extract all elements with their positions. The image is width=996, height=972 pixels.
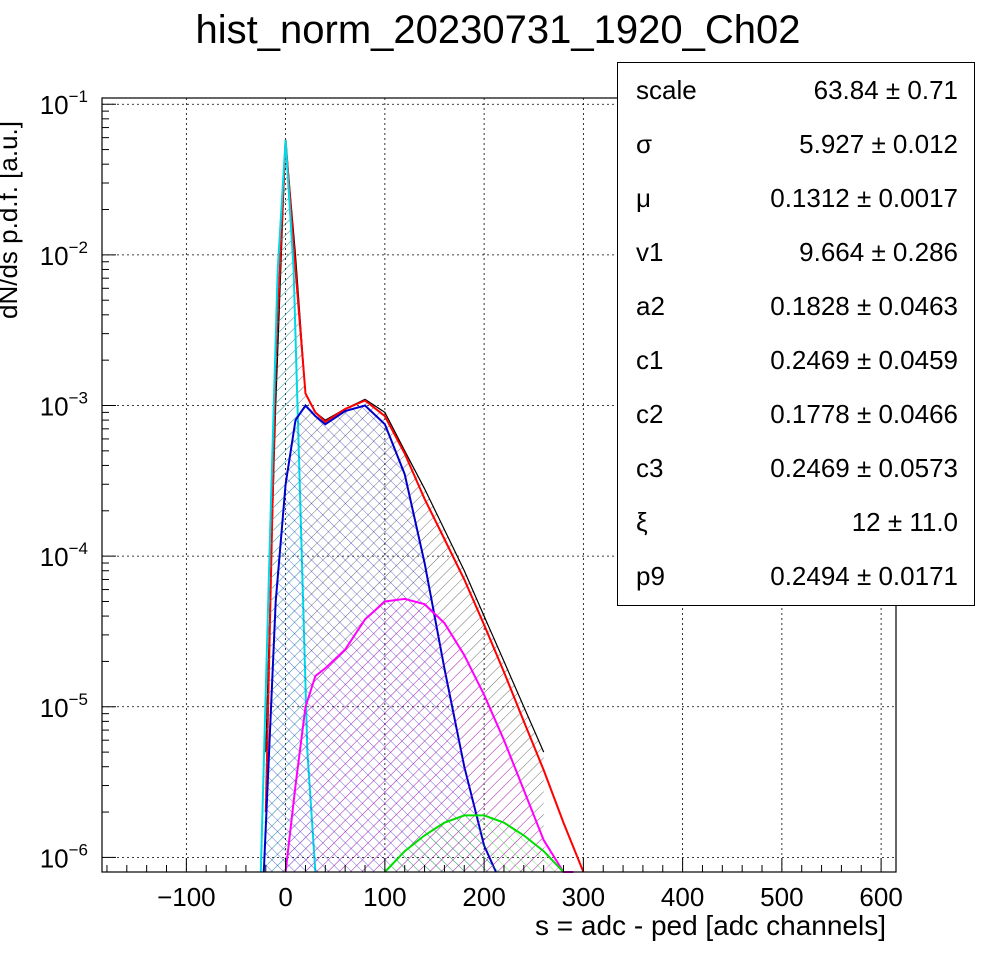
x-tick-label: 500 bbox=[760, 882, 803, 912]
stat-name: c3 bbox=[636, 453, 664, 483]
stat-value: 0.1312 ± 0.0017 bbox=[770, 183, 958, 213]
stat-row: μ 0.1312 ± 0.0017 bbox=[618, 171, 974, 225]
y-axis-label: dN/ds p.d.f. [a.u.] bbox=[0, 121, 23, 319]
series-fill bbox=[384, 815, 564, 872]
stat-name: v1 bbox=[636, 237, 664, 267]
stat-value: 9.664 ± 0.286 bbox=[799, 237, 958, 267]
stat-value: 63.84 ± 0.71 bbox=[813, 75, 958, 105]
x-tick-label: 300 bbox=[562, 882, 605, 912]
x-tick-label: −100 bbox=[157, 882, 216, 912]
series-line bbox=[284, 597, 574, 873]
stat-value: 5.927 ± 0.012 bbox=[799, 129, 958, 159]
stat-value: 12 ± 11.0 bbox=[851, 507, 958, 537]
y-tick-label: 10−1 bbox=[40, 87, 88, 120]
chart-title: hist_norm_20230731_1920_Ch02 bbox=[195, 8, 801, 52]
y-tick-label: 10−2 bbox=[40, 238, 88, 271]
x-tick-label: 600 bbox=[859, 882, 902, 912]
stat-value: 0.2469 ± 0.0573 bbox=[770, 453, 958, 483]
stat-name: scale bbox=[636, 75, 697, 105]
stat-name: c2 bbox=[636, 399, 664, 429]
stat-row: v1 9.664 ± 0.286 bbox=[618, 225, 974, 279]
stat-row: c1 0.2469 ± 0.0459 bbox=[618, 333, 974, 387]
stat-row: c3 0.2469 ± 0.0573 bbox=[618, 441, 974, 495]
stat-name: μ bbox=[636, 183, 651, 213]
stat-row: ξ 12 ± 11.0 bbox=[618, 495, 974, 549]
fit-stats-box: scale 63.84 ± 0.71 σ 5.927 ± 0.012 μ 0.1… bbox=[617, 62, 975, 606]
stat-name: c1 bbox=[636, 345, 664, 375]
stat-row: c2 0.1778 ± 0.0466 bbox=[618, 387, 974, 441]
series-line bbox=[264, 139, 585, 873]
x-axis-label: s = adc - ped [adc channels] bbox=[535, 910, 886, 941]
series-fill bbox=[285, 598, 574, 872]
series-line bbox=[384, 814, 565, 873]
stat-name: σ bbox=[636, 129, 653, 159]
y-tick-label: 10−5 bbox=[40, 690, 88, 723]
stat-row: scale 63.84 ± 0.71 bbox=[618, 63, 974, 117]
y-tick-label: 10−6 bbox=[40, 840, 88, 873]
x-tick-label: 400 bbox=[661, 882, 704, 912]
stat-value: 0.1828 ± 0.0463 bbox=[770, 291, 958, 321]
x-tick-label: 100 bbox=[363, 882, 406, 912]
x-tick-label: 0 bbox=[278, 882, 292, 912]
stat-value: 0.2494 ± 0.0171 bbox=[770, 561, 958, 591]
y-tick-label: 10−4 bbox=[40, 539, 88, 572]
x-tick-label: 200 bbox=[462, 882, 505, 912]
stat-value: 0.2469 ± 0.0459 bbox=[770, 345, 958, 375]
y-tick-label: 10−3 bbox=[40, 389, 88, 422]
stat-row: a2 0.1828 ± 0.0463 bbox=[618, 279, 974, 333]
stat-name: ξ bbox=[636, 507, 648, 537]
stat-value: 0.1778 ± 0.0466 bbox=[770, 399, 958, 429]
stat-row: σ 5.927 ± 0.012 bbox=[618, 117, 974, 171]
stat-name: a2 bbox=[636, 291, 665, 321]
stat-row: p9 0.2494 ± 0.0171 bbox=[618, 549, 974, 603]
stat-name: p9 bbox=[636, 561, 665, 591]
